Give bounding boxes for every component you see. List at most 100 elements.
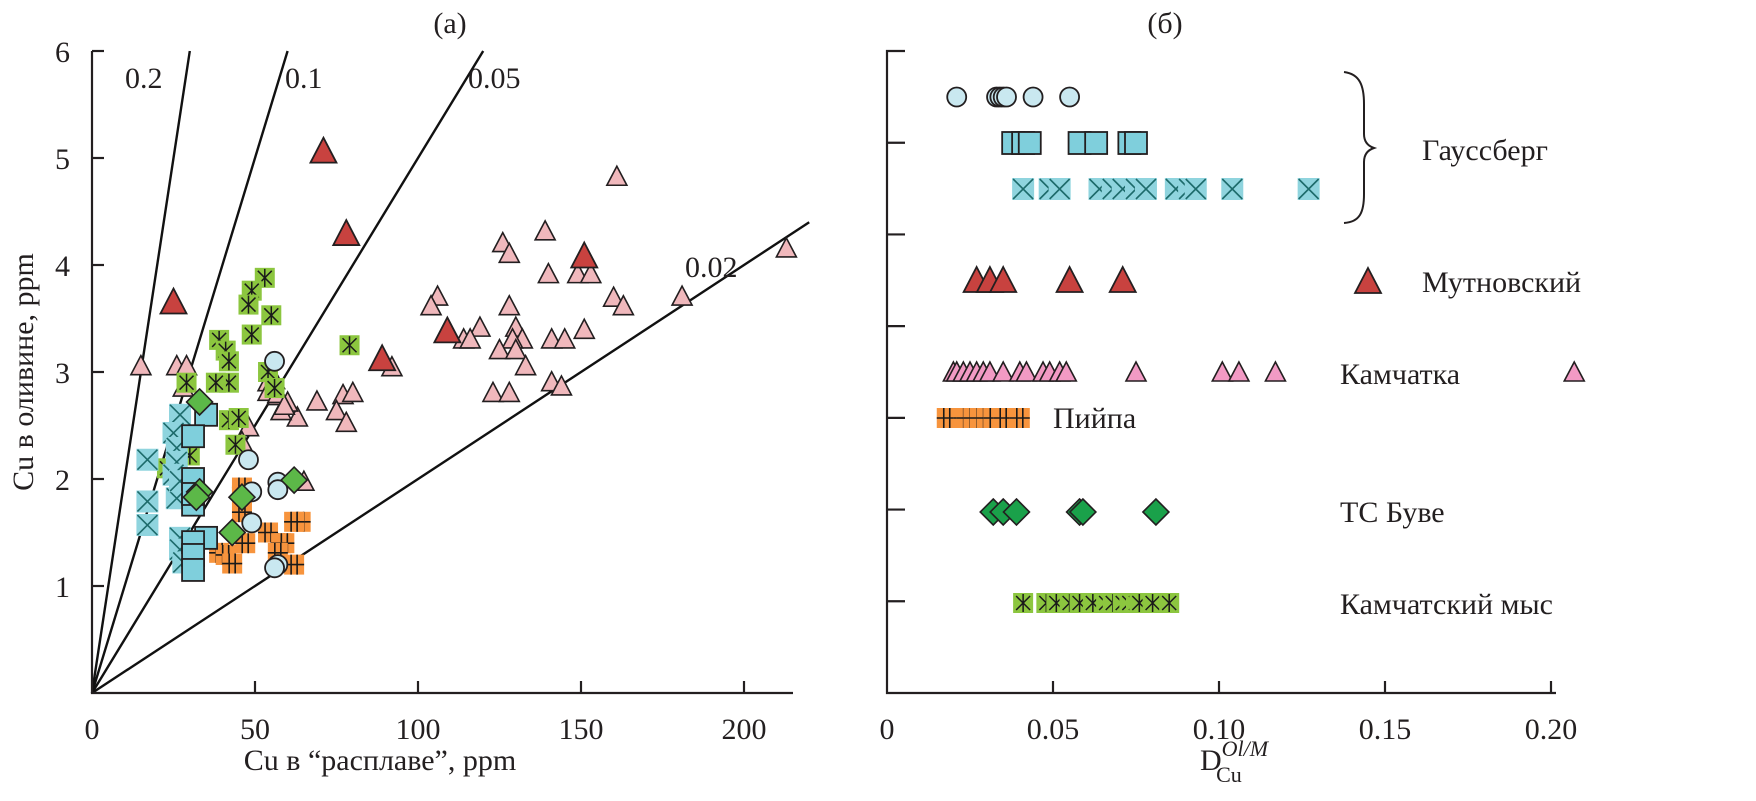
data-point-b xyxy=(1141,497,1171,527)
data-point-b xyxy=(1221,178,1244,200)
data-point-b xyxy=(1084,131,1109,155)
data-point-b xyxy=(1012,178,1035,200)
row-7 xyxy=(979,497,1171,527)
data-point-a xyxy=(241,512,263,534)
data-point-a xyxy=(550,374,573,396)
x-axis-title-a: Cu в “расплаве”, ppm xyxy=(244,744,516,777)
data-point-a xyxy=(572,317,596,340)
data-point-a xyxy=(228,408,249,429)
data-point-b xyxy=(1184,178,1207,200)
data-point-a xyxy=(284,511,305,532)
x-tick-label-b: 0.10 xyxy=(1193,713,1246,746)
data-point-a xyxy=(136,514,159,537)
reference-line-0.05 xyxy=(90,50,485,694)
panel-a-ticks: 0 50 100 150 200 1 2 3 4 5 6 xyxy=(55,36,767,746)
data-point-a xyxy=(497,380,521,403)
data-point-b xyxy=(1017,131,1042,155)
data-point-a xyxy=(225,434,246,455)
data-point-a xyxy=(533,219,557,241)
data-point-b xyxy=(1055,265,1085,293)
data-point-b xyxy=(1124,131,1148,155)
data-point-a xyxy=(218,518,247,547)
data-point-a xyxy=(205,372,226,393)
data-point-a xyxy=(305,389,329,411)
data-point-a xyxy=(222,553,243,574)
data-point-a xyxy=(264,350,285,372)
data-point-b xyxy=(996,86,1017,108)
data-point-a xyxy=(481,380,505,403)
data-point-a xyxy=(261,305,282,326)
panel-b: (б) 0 0.05 0.10 0.15 0.20 Гауссберг Мутновск… xyxy=(880,7,1586,787)
x-axis-title-b: DOl/M Cu xyxy=(1200,736,1270,787)
data-point-a xyxy=(325,398,348,421)
data-point-a xyxy=(159,286,188,315)
data-point-b xyxy=(1002,497,1031,527)
row-4 xyxy=(962,265,1138,293)
data-point-b xyxy=(1059,86,1080,108)
row-label: Камчатка xyxy=(1340,358,1460,391)
data-point-a xyxy=(488,337,511,360)
data-point-b xyxy=(1297,178,1320,200)
reference-line-label: 0.02 xyxy=(685,251,738,284)
data-point-b xyxy=(993,408,1014,428)
x-tick-label-a: 0 xyxy=(85,713,100,746)
data-point-a xyxy=(775,236,798,258)
data-point-b xyxy=(988,265,1018,293)
y-tick-label-a: 4 xyxy=(55,250,70,283)
data-point-b xyxy=(1134,178,1157,200)
data-point-b xyxy=(1013,593,1034,613)
panel-a-label: (a) xyxy=(433,7,466,40)
panel-b-points xyxy=(936,86,1586,613)
row-8 xyxy=(1013,593,1180,613)
data-point-a xyxy=(176,372,197,393)
data-point-a xyxy=(129,353,153,376)
data-point-a xyxy=(432,315,462,344)
data-point-a xyxy=(273,393,296,416)
y-tick-label-a: 6 xyxy=(55,36,70,69)
data-point-a xyxy=(670,284,694,306)
data-point-b xyxy=(1015,360,1038,382)
data-point-a xyxy=(182,483,211,512)
row-3 xyxy=(1012,178,1320,200)
data-point-b xyxy=(1009,408,1030,428)
data-point-b xyxy=(1048,178,1071,200)
row-label: Камчатский мыс xyxy=(1340,588,1553,621)
panel-b-row-labels: Мутновский Камчатка Пийпа ТС Буве Камчатский… xyxy=(1053,266,1581,621)
data-point-a xyxy=(308,135,338,164)
data-point-b xyxy=(1562,360,1586,382)
y-tick-label-a: 3 xyxy=(55,357,70,390)
data-point-a xyxy=(241,324,262,345)
x-tick-label-b: 0.05 xyxy=(1027,713,1080,746)
y-tick-label-a: 5 xyxy=(55,143,70,176)
data-point-a xyxy=(553,327,577,349)
panel-b-axes xyxy=(885,49,1556,695)
x-tick-label-a: 50 xyxy=(240,713,270,746)
data-point-a xyxy=(185,387,214,417)
row-2 xyxy=(1001,131,1148,155)
data-point-b xyxy=(991,360,1015,382)
data-point-a xyxy=(339,335,360,356)
y-axis-title-a: Cu в оливине, ppm xyxy=(7,253,40,491)
data-point-a xyxy=(537,261,560,284)
y-tick-label-a: 2 xyxy=(55,464,70,497)
x-tick-label-b: 0.20 xyxy=(1525,713,1578,746)
row-6 xyxy=(936,408,1030,428)
data-point-b xyxy=(1227,360,1251,382)
data-point-a xyxy=(367,343,397,372)
legend-marker-mutnovsky xyxy=(1353,266,1383,294)
x-axis-title-b-sup: Ol/M xyxy=(1222,736,1270,761)
data-point-a xyxy=(497,294,521,316)
data-point-a xyxy=(334,410,358,433)
x-tick-label-a: 200 xyxy=(722,713,767,746)
gaussberg-label: Гауссберг xyxy=(1422,134,1548,167)
data-point-a xyxy=(504,337,528,360)
row-5 xyxy=(942,360,1586,382)
data-point-a xyxy=(468,315,492,337)
data-point-a xyxy=(238,449,259,471)
data-point-a xyxy=(331,218,361,246)
data-point-a xyxy=(419,294,443,316)
row-label: Мутновский xyxy=(1422,266,1581,299)
data-point-a xyxy=(605,164,629,187)
data-point-a xyxy=(136,490,159,513)
